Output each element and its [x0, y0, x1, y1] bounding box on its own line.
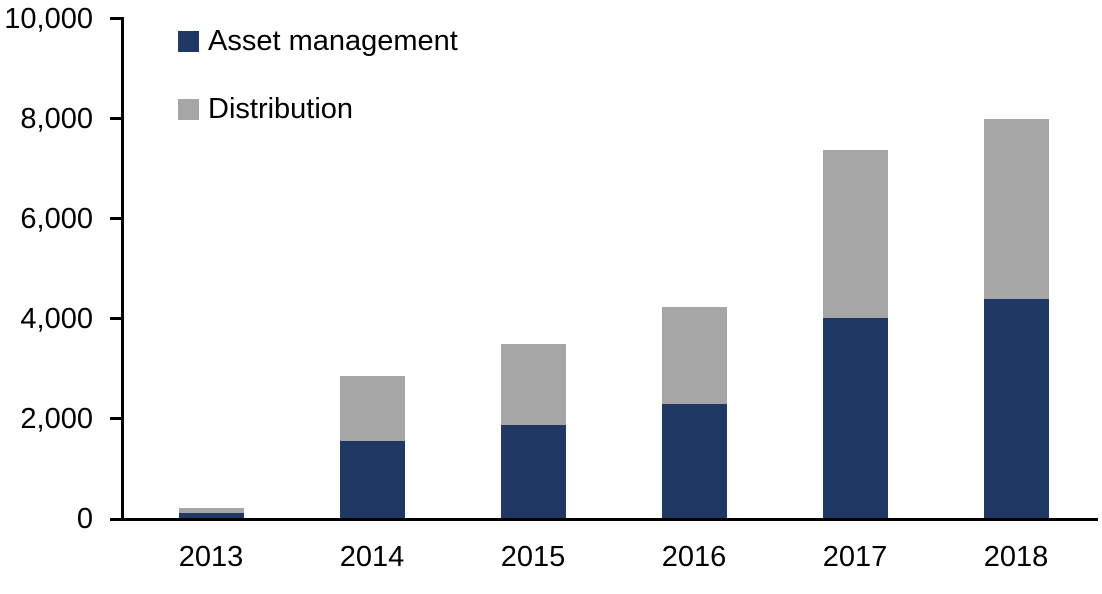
- y-tick: [110, 317, 122, 320]
- bar-2013: [178, 508, 244, 518]
- y-tick-label: 10,000: [4, 3, 93, 35]
- segment-2016-asset-management: [661, 404, 727, 518]
- bar-2018: [983, 119, 1049, 518]
- segment-2018-distribution: [983, 119, 1049, 299]
- segment-2013-distribution: [178, 508, 244, 513]
- y-tick-label: 4,000: [20, 303, 93, 335]
- y-tick: [110, 217, 122, 220]
- y-axis-line: [121, 17, 124, 521]
- segment-2017-asset-management: [822, 318, 888, 518]
- x-tick-label: 2016: [661, 541, 727, 573]
- y-tick-label: 8,000: [20, 103, 93, 135]
- legend-label: Asset management: [208, 25, 458, 57]
- bar-2017: [822, 150, 888, 518]
- segment-2014-asset-management: [339, 441, 405, 518]
- segment-2018-asset-management: [983, 299, 1049, 518]
- segment-2013-asset-management: [178, 513, 244, 518]
- x-axis-line: [110, 518, 1098, 521]
- y-tick: [110, 417, 122, 420]
- segment-2016-distribution: [661, 307, 727, 404]
- y-tick-label: 2,000: [20, 403, 93, 435]
- bar-2016: [661, 307, 727, 518]
- y-tick: [110, 17, 122, 20]
- x-tick-label: 2014: [339, 541, 405, 573]
- segment-2017-distribution: [822, 150, 888, 318]
- segment-2015-asset-management: [500, 425, 566, 518]
- legend-item-distribution: Distribution: [178, 94, 353, 124]
- legend-item-asset-management: Asset management: [178, 26, 458, 56]
- x-tick-label: 2013: [178, 541, 244, 573]
- x-tick-label: 2015: [500, 541, 566, 573]
- legend-swatch-distribution: [178, 98, 199, 120]
- y-tick-label: 6,000: [20, 203, 93, 235]
- legend-swatch-asset-management: [178, 30, 199, 52]
- y-tick: [110, 117, 122, 120]
- segment-2015-distribution: [500, 344, 566, 425]
- segment-2014-distribution: [339, 376, 405, 441]
- x-tick-label: 2017: [822, 541, 888, 573]
- bar-2014: [339, 376, 405, 518]
- y-tick-label: 0: [76, 503, 93, 535]
- x-tick-label: 2018: [983, 541, 1049, 573]
- legend-label: Distribution: [208, 93, 354, 125]
- bar-2015: [500, 344, 566, 518]
